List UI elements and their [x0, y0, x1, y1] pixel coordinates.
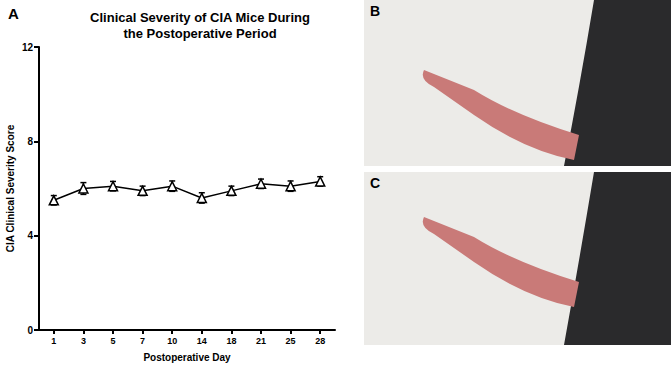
svg-text:Postoperative Day: Postoperative Day: [143, 352, 231, 363]
svg-text:18: 18: [226, 336, 236, 346]
svg-text:12: 12: [22, 42, 34, 53]
svg-text:8: 8: [27, 136, 33, 147]
svg-text:3: 3: [81, 336, 86, 346]
html-text:C: C: [370, 175, 381, 191]
svg-text:28: 28: [315, 336, 325, 346]
html-text:B: B: [370, 3, 381, 19]
svg-text:4: 4: [27, 230, 33, 241]
svg-text:10: 10: [167, 336, 177, 346]
svg-text:0: 0: [27, 325, 33, 336]
svg-text:CIA Clinical Severity Score: CIA Clinical Severity Score: [5, 124, 16, 252]
svg-text:Clinical Severity of CIA Mice: Clinical Severity of CIA Mice During: [90, 10, 310, 25]
svg-text:1: 1: [51, 336, 56, 346]
svg-text:A: A: [8, 5, 19, 22]
svg-text:14: 14: [197, 336, 207, 346]
svg-text:the Postoperative Period: the Postoperative Period: [123, 26, 276, 41]
svg-text:7: 7: [140, 336, 145, 346]
svg-text:21: 21: [256, 336, 266, 346]
svg-text:25: 25: [286, 336, 296, 346]
svg-text:5: 5: [110, 336, 115, 346]
